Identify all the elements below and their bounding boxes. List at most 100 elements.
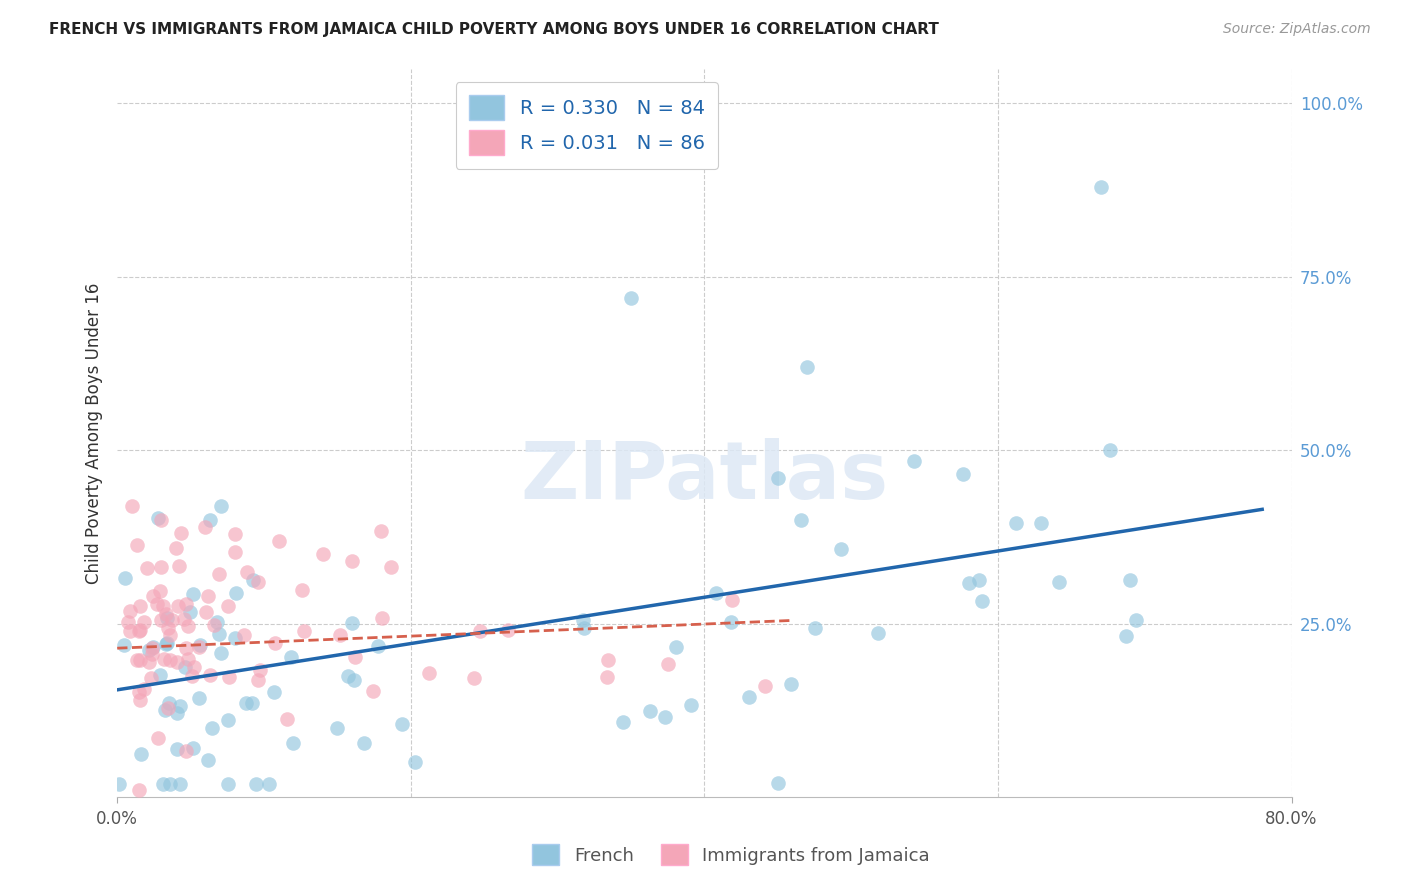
- Point: [159, 653, 181, 667]
- Point: [596, 669, 619, 683]
- Point: [679, 698, 702, 712]
- Point: [208, 627, 231, 641]
- Point: [153, 702, 176, 716]
- Point: [128, 624, 150, 638]
- Point: [121, 499, 143, 513]
- Point: [181, 587, 204, 601]
- Point: [245, 776, 267, 790]
- Point: [142, 590, 165, 604]
- Point: [276, 712, 298, 726]
- Point: [169, 698, 191, 713]
- Point: [152, 599, 174, 614]
- Point: [218, 670, 240, 684]
- Point: [177, 652, 200, 666]
- Legend: R = 0.330   N = 84, R = 0.031   N = 86: R = 0.330 N = 84, R = 0.031 N = 86: [456, 82, 718, 169]
- Point: [257, 776, 280, 790]
- Point: [267, 533, 290, 548]
- Point: [159, 776, 181, 790]
- Point: [242, 573, 264, 587]
- Point: [952, 467, 974, 481]
- Point: [174, 641, 197, 656]
- Point: [148, 511, 170, 525]
- Point: [129, 693, 152, 707]
- Point: [236, 565, 259, 579]
- Point: [187, 690, 209, 705]
- Point: [571, 613, 593, 627]
- Point: [294, 624, 316, 639]
- Point: [496, 624, 519, 638]
- Point: [170, 526, 193, 541]
- Point: [754, 679, 776, 693]
- Point: [766, 471, 789, 485]
- Point: [138, 655, 160, 669]
- Point: [371, 611, 394, 625]
- Point: [224, 631, 246, 645]
- Point: [194, 519, 217, 533]
- Point: [153, 652, 176, 666]
- Y-axis label: Child Poverty Among Boys Under 16: Child Poverty Among Boys Under 16: [86, 282, 103, 583]
- Point: [1119, 573, 1142, 587]
- Point: [654, 710, 676, 724]
- Point: [173, 612, 195, 626]
- Point: [200, 668, 222, 682]
- Point: [1005, 516, 1028, 531]
- Point: [704, 586, 727, 600]
- Point: [209, 499, 232, 513]
- Point: [166, 742, 188, 756]
- Point: [217, 599, 239, 614]
- Point: [343, 673, 366, 688]
- Point: [125, 538, 148, 552]
- Point: [155, 607, 177, 621]
- Point: [353, 736, 375, 750]
- Point: [803, 621, 825, 635]
- Point: [149, 667, 172, 681]
- Point: [1098, 443, 1121, 458]
- Point: [141, 640, 163, 655]
- Point: [720, 593, 742, 607]
- Point: [789, 513, 811, 527]
- Point: [202, 617, 225, 632]
- Point: [174, 597, 197, 611]
- Point: [468, 624, 491, 639]
- Point: [340, 615, 363, 630]
- Point: [336, 669, 359, 683]
- Point: [181, 740, 204, 755]
- Point: [720, 615, 742, 629]
- Point: [120, 604, 142, 618]
- Point: [247, 673, 270, 687]
- Point: [766, 776, 789, 790]
- Point: [167, 599, 190, 613]
- Point: [152, 776, 174, 790]
- Point: [264, 636, 287, 650]
- Point: [180, 669, 202, 683]
- Point: [281, 736, 304, 750]
- Point: [205, 615, 228, 629]
- Point: [217, 776, 239, 790]
- Point: [128, 685, 150, 699]
- Point: [132, 615, 155, 629]
- Point: [1047, 574, 1070, 589]
- Point: [418, 665, 440, 680]
- Point: [157, 696, 180, 710]
- Text: Source: ZipAtlas.com: Source: ZipAtlas.com: [1223, 22, 1371, 37]
- Point: [738, 690, 761, 705]
- Point: [156, 622, 179, 636]
- Point: [370, 524, 392, 538]
- Point: [157, 701, 180, 715]
- Point: [155, 637, 177, 651]
- Point: [162, 613, 184, 627]
- Point: [657, 657, 679, 671]
- Point: [149, 584, 172, 599]
- Point: [167, 558, 190, 573]
- Point: [156, 611, 179, 625]
- Point: [149, 560, 172, 574]
- Point: [780, 677, 803, 691]
- Point: [183, 660, 205, 674]
- Point: [108, 776, 131, 790]
- Point: [112, 638, 135, 652]
- Point: [141, 647, 163, 661]
- Point: [970, 594, 993, 608]
- Point: [246, 574, 269, 589]
- Point: [208, 567, 231, 582]
- Point: [620, 291, 643, 305]
